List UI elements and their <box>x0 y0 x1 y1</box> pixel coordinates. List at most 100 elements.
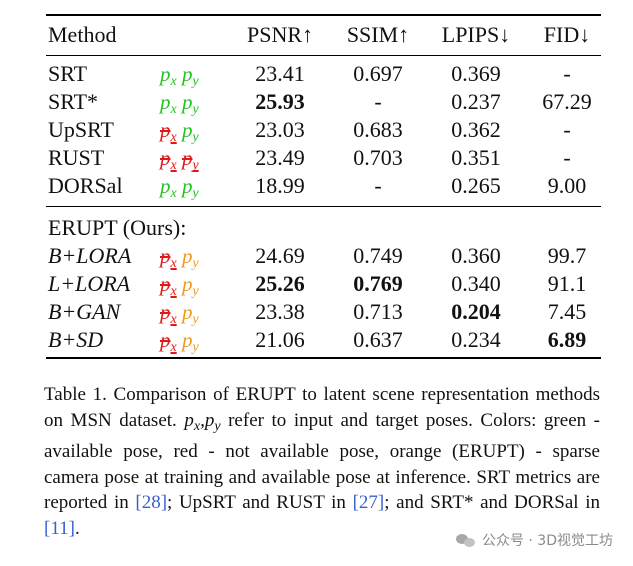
header-method: Method <box>48 22 117 47</box>
cell-lpips: 0.369 <box>451 61 501 86</box>
cell-ssim: 0.697 <box>353 61 403 86</box>
section-label-erupt: ERUPT (Ours): <box>48 215 187 240</box>
caption-ref-27[interactable]: [27] <box>352 492 385 513</box>
cell-poses: px py <box>160 172 222 208</box>
pose-input-symbol: px <box>160 90 177 117</box>
cell-lpips: 0.340 <box>451 271 501 296</box>
table-top-rule <box>46 14 601 16</box>
cell-fid: 9.00 <box>547 173 587 198</box>
cell-method: L+LORA <box>48 271 131 296</box>
table-row: SRT* px py 25.93 - 0.237 67.29 <box>0 88 633 117</box>
table-section-rule <box>46 206 601 207</box>
cell-ssim: 0.637 <box>353 327 403 352</box>
table-row: B+LORA px py 24.69 0.749 0.360 99.7 <box>0 242 633 271</box>
cell-method: SRT <box>48 61 88 86</box>
pose-target-symbol: py <box>181 62 199 89</box>
pose-input-symbol: px <box>160 272 177 299</box>
table-row: SRT px py 23.41 0.697 0.369 - <box>0 60 633 89</box>
caption-text-3: ; UpSRT and RUST in <box>167 492 353 513</box>
cell-poses: px py <box>160 298 222 334</box>
cell-psnr: 23.38 <box>255 299 305 324</box>
table-row: UpSRT px py 23.03 0.683 0.362 - <box>0 116 633 145</box>
cell-lpips: 0.351 <box>451 145 501 170</box>
cell-psnr: 24.69 <box>255 243 305 268</box>
pose-input-symbol: px <box>160 300 177 327</box>
pose-target-symbol: py <box>181 328 199 355</box>
cell-ssim: 0.749 <box>353 243 403 268</box>
cell-poses: px py <box>160 116 222 152</box>
header-lpips: LPIPS↓ <box>441 22 511 47</box>
cell-lpips: 0.360 <box>451 243 501 268</box>
pose-input-symbol: px <box>160 146 177 173</box>
cell-method: SRT* <box>48 89 99 114</box>
pose-target-symbol: py <box>181 174 199 201</box>
cell-poses: px py <box>160 242 222 278</box>
wechat-icon <box>455 532 476 548</box>
cell-method: DORSal <box>48 173 123 198</box>
cell-poses: px py <box>160 326 222 362</box>
cell-lpips: 0.234 <box>451 327 501 352</box>
cell-fid: 6.89 <box>547 327 587 352</box>
cell-ssim: 0.769 <box>353 271 403 296</box>
pose-target-symbol: py <box>181 90 199 117</box>
table-row: DORSal px py 18.99 - 0.265 9.00 <box>0 172 633 201</box>
cell-method: RUST <box>48 145 105 170</box>
header-fid: FID↓ <box>543 22 591 47</box>
cell-poses: px py <box>160 144 222 180</box>
cell-method: UpSRT <box>48 117 114 142</box>
cell-poses: px py <box>160 60 222 96</box>
caption-ref-11[interactable]: [11] <box>44 517 75 539</box>
cell-ssim: 0.713 <box>353 299 403 324</box>
cell-fid: - <box>563 61 571 86</box>
header-ssim: SSIM↑ <box>346 22 410 47</box>
watermark: 公众号 · 3D视觉工坊 <box>455 530 613 550</box>
cell-fid: 91.1 <box>547 271 587 296</box>
caption-math-poses: px,py <box>184 409 221 434</box>
cell-psnr: 23.49 <box>255 145 305 170</box>
cell-lpips: 0.204 <box>451 299 501 324</box>
table-caption: Table 1. Comparison of ERUPT to latent s… <box>44 382 600 541</box>
table-row: B+SD px py 21.06 0.637 0.234 6.89 <box>0 326 633 355</box>
caption-text-1: Table 1. Comparison of ERUPT to latent s… <box>44 384 600 431</box>
cell-psnr: 23.03 <box>255 117 305 142</box>
cell-poses: px py <box>160 270 222 306</box>
cell-ssim: 0.703 <box>353 145 403 170</box>
cell-poses: px py <box>160 88 222 124</box>
cell-ssim: - <box>374 89 382 114</box>
cell-ssim: - <box>374 173 382 198</box>
cell-fid: 67.29 <box>542 89 592 114</box>
caption-text-4: ; and SRT* and DORSal in <box>384 492 600 513</box>
cell-psnr: 21.06 <box>255 327 305 352</box>
cell-psnr: 25.26 <box>255 271 305 296</box>
caption-text-5: . <box>74 517 80 539</box>
pose-input-symbol: px <box>160 118 177 145</box>
pose-target-symbol: py <box>181 300 199 327</box>
caption-text-2: refer to input and target poses. Colors:… <box>44 409 601 514</box>
watermark-text: 公众号 · 3D视觉工坊 <box>481 533 613 549</box>
cell-fid: 7.45 <box>547 299 587 324</box>
table-row: L+LORA px py 25.26 0.769 0.340 91.1 <box>0 270 633 299</box>
pose-input-symbol: px <box>160 244 177 271</box>
pose-input-symbol: px <box>160 174 177 201</box>
cell-lpips: 0.362 <box>451 117 501 142</box>
cell-psnr: 18.99 <box>255 173 305 198</box>
caption-ref-28[interactable]: [28] <box>135 492 168 513</box>
cell-method: B+LORA <box>48 243 132 268</box>
table-row: B+GAN px py 23.38 0.713 0.204 7.45 <box>0 298 633 327</box>
table-header-rule <box>46 55 601 56</box>
cell-psnr: 23.41 <box>255 61 305 86</box>
cell-fid: 99.7 <box>547 243 587 268</box>
cell-ssim: 0.683 <box>353 117 403 142</box>
pose-input-symbol: px <box>160 328 177 355</box>
table-bottom-rule <box>46 357 601 359</box>
header-psnr: PSNR↑ <box>246 22 314 47</box>
cell-lpips: 0.265 <box>451 173 501 198</box>
cell-method: B+SD <box>48 327 104 352</box>
pose-input-symbol: px <box>160 62 177 89</box>
cell-fid: - <box>563 117 571 142</box>
pose-target-symbol: py <box>181 244 199 271</box>
cell-lpips: 0.237 <box>451 89 501 114</box>
pose-target-symbol: py <box>181 146 199 173</box>
table-row: RUST px py 23.49 0.703 0.351 - <box>0 144 633 173</box>
cell-psnr: 25.93 <box>255 89 305 114</box>
